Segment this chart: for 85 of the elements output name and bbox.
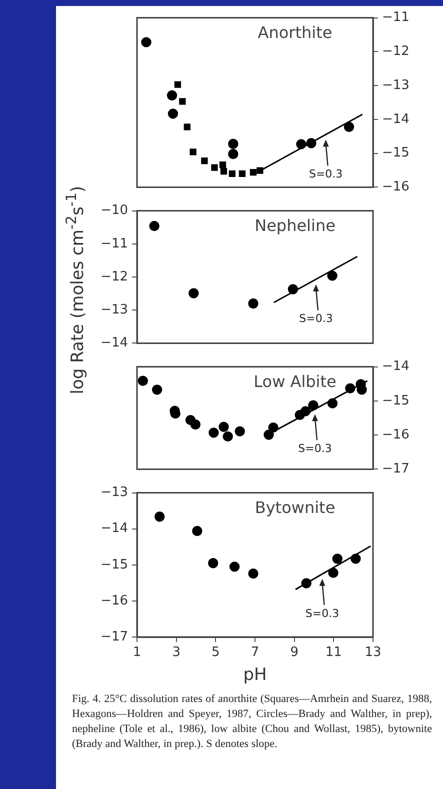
point xyxy=(222,431,233,442)
y-tick-label: −13 xyxy=(382,78,410,93)
point xyxy=(179,98,186,105)
point xyxy=(174,81,182,88)
point xyxy=(308,400,318,410)
y-tick-label: −12 xyxy=(100,269,128,284)
y-tick-label: −16 xyxy=(382,427,410,442)
point xyxy=(306,138,316,148)
point xyxy=(328,568,338,578)
point xyxy=(356,384,367,395)
point xyxy=(238,170,246,177)
y-tick-label: −17 xyxy=(382,462,410,477)
point xyxy=(234,426,245,436)
point xyxy=(296,139,306,150)
point xyxy=(327,270,338,281)
point xyxy=(248,568,258,579)
y-tick-label: −16 xyxy=(382,180,410,195)
x-tick-label: 7 xyxy=(250,645,260,660)
point xyxy=(332,554,343,564)
point xyxy=(166,90,178,100)
point xyxy=(228,148,238,160)
chart-title: Bytownite xyxy=(254,498,336,517)
annotation: S=0.3 xyxy=(308,168,343,181)
y-tick-label: −15 xyxy=(100,557,128,572)
point xyxy=(218,422,229,432)
point xyxy=(301,578,312,588)
x-tick-label: 11 xyxy=(325,645,342,660)
y-tick-label: −13 xyxy=(100,485,128,500)
x-tick-label: 9 xyxy=(290,645,298,660)
point xyxy=(188,288,199,298)
point xyxy=(268,422,278,433)
y-tick-label: −14 xyxy=(382,112,410,127)
y-tick-label: −14 xyxy=(382,359,410,374)
caption: Fig. 4. 25°C dissolution rates of anorthite (Squares—Amrhein and Suarez, 1988, Hexagons—Holdren and Speyer, 1987, Circles—Brady and Walther, in prep), nepheline (Tole et al., 1986), low albite (Chou and Wollast, 1985), bytownite (Brady and Walther, in prep.). S denotes slope. xyxy=(72,692,432,752)
point xyxy=(344,122,354,132)
point xyxy=(300,406,311,416)
point xyxy=(208,558,218,568)
annotation: S=0.3 xyxy=(299,312,333,326)
point xyxy=(220,168,228,175)
point xyxy=(138,376,148,386)
point xyxy=(211,164,218,171)
point xyxy=(248,298,258,309)
point xyxy=(250,168,257,176)
point xyxy=(154,511,165,522)
annotation: S=0.3 xyxy=(298,442,332,455)
point xyxy=(168,108,178,119)
x-tick-label: 5 xyxy=(212,645,220,660)
point xyxy=(152,384,162,395)
point xyxy=(327,398,338,408)
y-tick-label: −15 xyxy=(382,146,410,161)
point xyxy=(208,428,219,438)
y-tick-label: −11 xyxy=(382,10,410,26)
point xyxy=(184,124,190,130)
y-tick-label: −11 xyxy=(100,236,128,252)
y-tick-label: −12 xyxy=(382,44,410,60)
annotation: S=0.3 xyxy=(305,606,340,620)
y-tick-label: −17 xyxy=(100,629,128,644)
point xyxy=(288,284,298,294)
x-tick-label: 13 xyxy=(364,645,382,660)
point xyxy=(256,167,264,174)
point xyxy=(219,162,226,168)
point xyxy=(228,138,238,149)
point xyxy=(345,383,356,394)
point xyxy=(228,170,236,177)
point xyxy=(190,148,196,156)
point xyxy=(201,157,208,164)
point xyxy=(141,37,152,48)
y-tick-label: −14 xyxy=(100,336,128,351)
x-axis-title: pH xyxy=(243,665,267,686)
point xyxy=(229,562,240,572)
y-tick-label: −16 xyxy=(100,593,128,608)
x-tick-label: 1 xyxy=(132,645,142,660)
y-tick-label: −10 xyxy=(100,203,128,218)
point xyxy=(264,430,274,440)
y-tick-label: −15 xyxy=(382,393,410,408)
y-tick-label: −13 xyxy=(100,302,128,318)
chart-title: Anorthite xyxy=(258,22,332,42)
chart-title: Nepheline xyxy=(254,216,336,235)
y-tick-label: −14 xyxy=(100,521,128,536)
chart-title: Low Albite xyxy=(254,372,336,391)
point xyxy=(149,220,160,232)
x-tick-label: 3 xyxy=(172,645,180,660)
point xyxy=(192,526,202,536)
point xyxy=(350,554,361,564)
point xyxy=(190,419,201,430)
